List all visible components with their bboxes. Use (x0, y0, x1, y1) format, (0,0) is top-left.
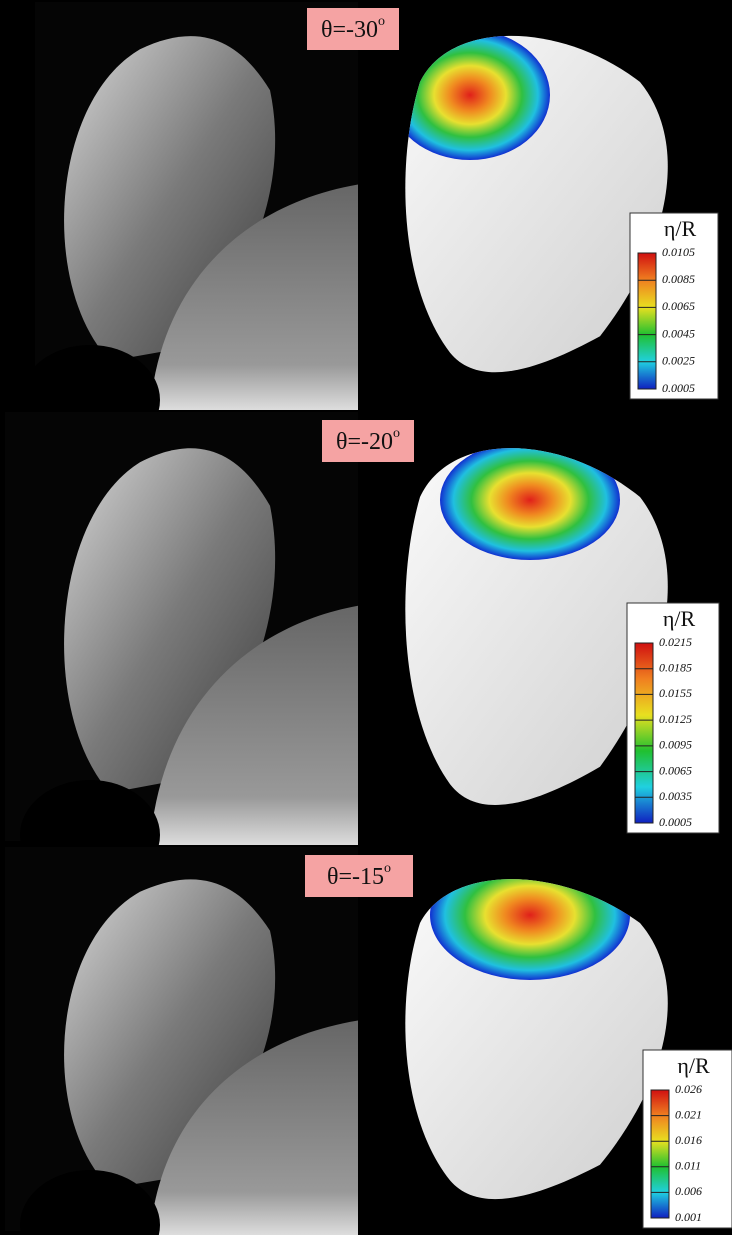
colorbar (635, 643, 653, 823)
legend-tick-label: 0.021 (675, 1107, 702, 1121)
legend-tick-label: 0.0215 (659, 635, 692, 649)
legend-tick-label: 0.0065 (659, 763, 692, 777)
legend-tick-label: 0.016 (675, 1133, 702, 1147)
legend-tick-label: 0.001 (675, 1210, 702, 1224)
legend-tick-label: 0.0095 (659, 738, 692, 752)
angle-text: θ=-15 (327, 864, 384, 890)
legend-tick-label: 0.0025 (662, 354, 695, 368)
legend-tick-label: 0.0005 (659, 815, 692, 829)
legend-tick-label: 0.026 (675, 1082, 702, 1096)
degree: o (384, 861, 391, 876)
legend-tick-label: 0.011 (675, 1159, 701, 1173)
legend-tick-label: 0.0045 (662, 326, 695, 340)
figure: θ=-30oη/R0.01050.00850.00650.00450.00250… (0, 0, 732, 1235)
angle-text: θ=-30 (321, 17, 378, 43)
angle-text: θ=-20 (336, 429, 393, 455)
legend-tick-label: 0.0065 (662, 299, 695, 313)
degree: o (378, 14, 385, 29)
legend-tick-label: 0.0185 (659, 660, 692, 674)
colorbar (651, 1090, 669, 1218)
colorbar (638, 253, 656, 389)
legend-tick-label: 0.0155 (659, 686, 692, 700)
angle-label: θ=-20o (336, 426, 400, 454)
legend-title: η/R (663, 606, 696, 631)
angle-label: θ=-15o (327, 861, 391, 889)
legend-title: η/R (677, 1053, 710, 1078)
legend-tick-label: 0.0005 (662, 381, 695, 395)
legend-tick-label: 0.0125 (659, 712, 692, 726)
angle-label: θ=-30o (321, 14, 385, 42)
legend-tick-label: 0.0085 (662, 272, 695, 286)
legend-tick-label: 0.006 (675, 1184, 702, 1198)
legend-tick-label: 0.0035 (659, 789, 692, 803)
legend-tick-label: 0.0105 (662, 245, 695, 259)
degree: o (393, 426, 400, 441)
legend-title: η/R (664, 216, 697, 241)
